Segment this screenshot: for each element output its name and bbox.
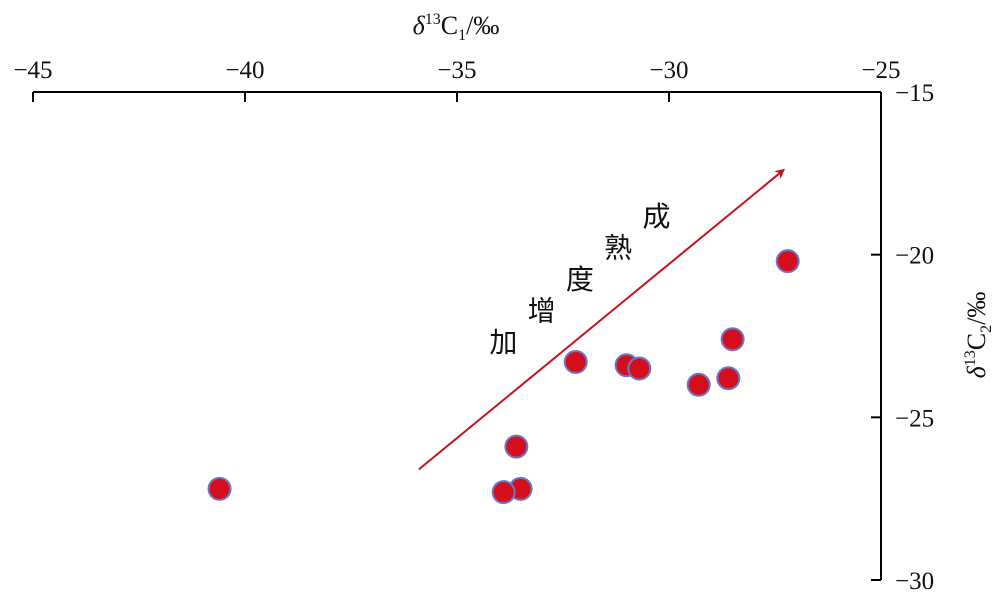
x-tick-label: −40 — [225, 57, 264, 84]
x-tick-label: −35 — [437, 57, 476, 84]
y-axis-title: δ13C2/‰ — [962, 292, 995, 379]
x-axis-ticks: −45 −40 −35 −30 −25 — [13, 57, 901, 102]
data-point — [686, 372, 711, 397]
data-point — [720, 327, 745, 352]
data-points — [207, 249, 800, 505]
annotation-char: 熟 — [604, 232, 632, 265]
data-point — [504, 434, 529, 459]
x-tick-label: −30 — [649, 57, 688, 84]
data-point — [775, 249, 800, 274]
y-tick-label: −30 — [895, 568, 934, 595]
y-tick-label: −20 — [895, 243, 934, 270]
x-axis-title: δ13C1/‰ — [413, 11, 500, 44]
x-tick-label: −45 — [13, 57, 52, 84]
data-point — [563, 350, 588, 375]
annotation-char: 加 — [489, 326, 517, 359]
maturity-trend-arrow — [418, 168, 786, 471]
annotation-char: 度 — [566, 263, 594, 296]
annotation-char: 成 — [642, 200, 670, 233]
data-point — [491, 480, 516, 505]
x-tick-label: −25 — [861, 57, 900, 84]
y-axis-ticks: −15 −20 −25 −30 — [871, 80, 934, 595]
data-point — [627, 356, 652, 381]
annotation-char: 增 — [528, 294, 556, 327]
y-tick-label: −15 — [895, 80, 934, 107]
y-tick-label: −25 — [895, 405, 934, 432]
data-point — [716, 366, 741, 391]
data-point — [207, 476, 232, 501]
